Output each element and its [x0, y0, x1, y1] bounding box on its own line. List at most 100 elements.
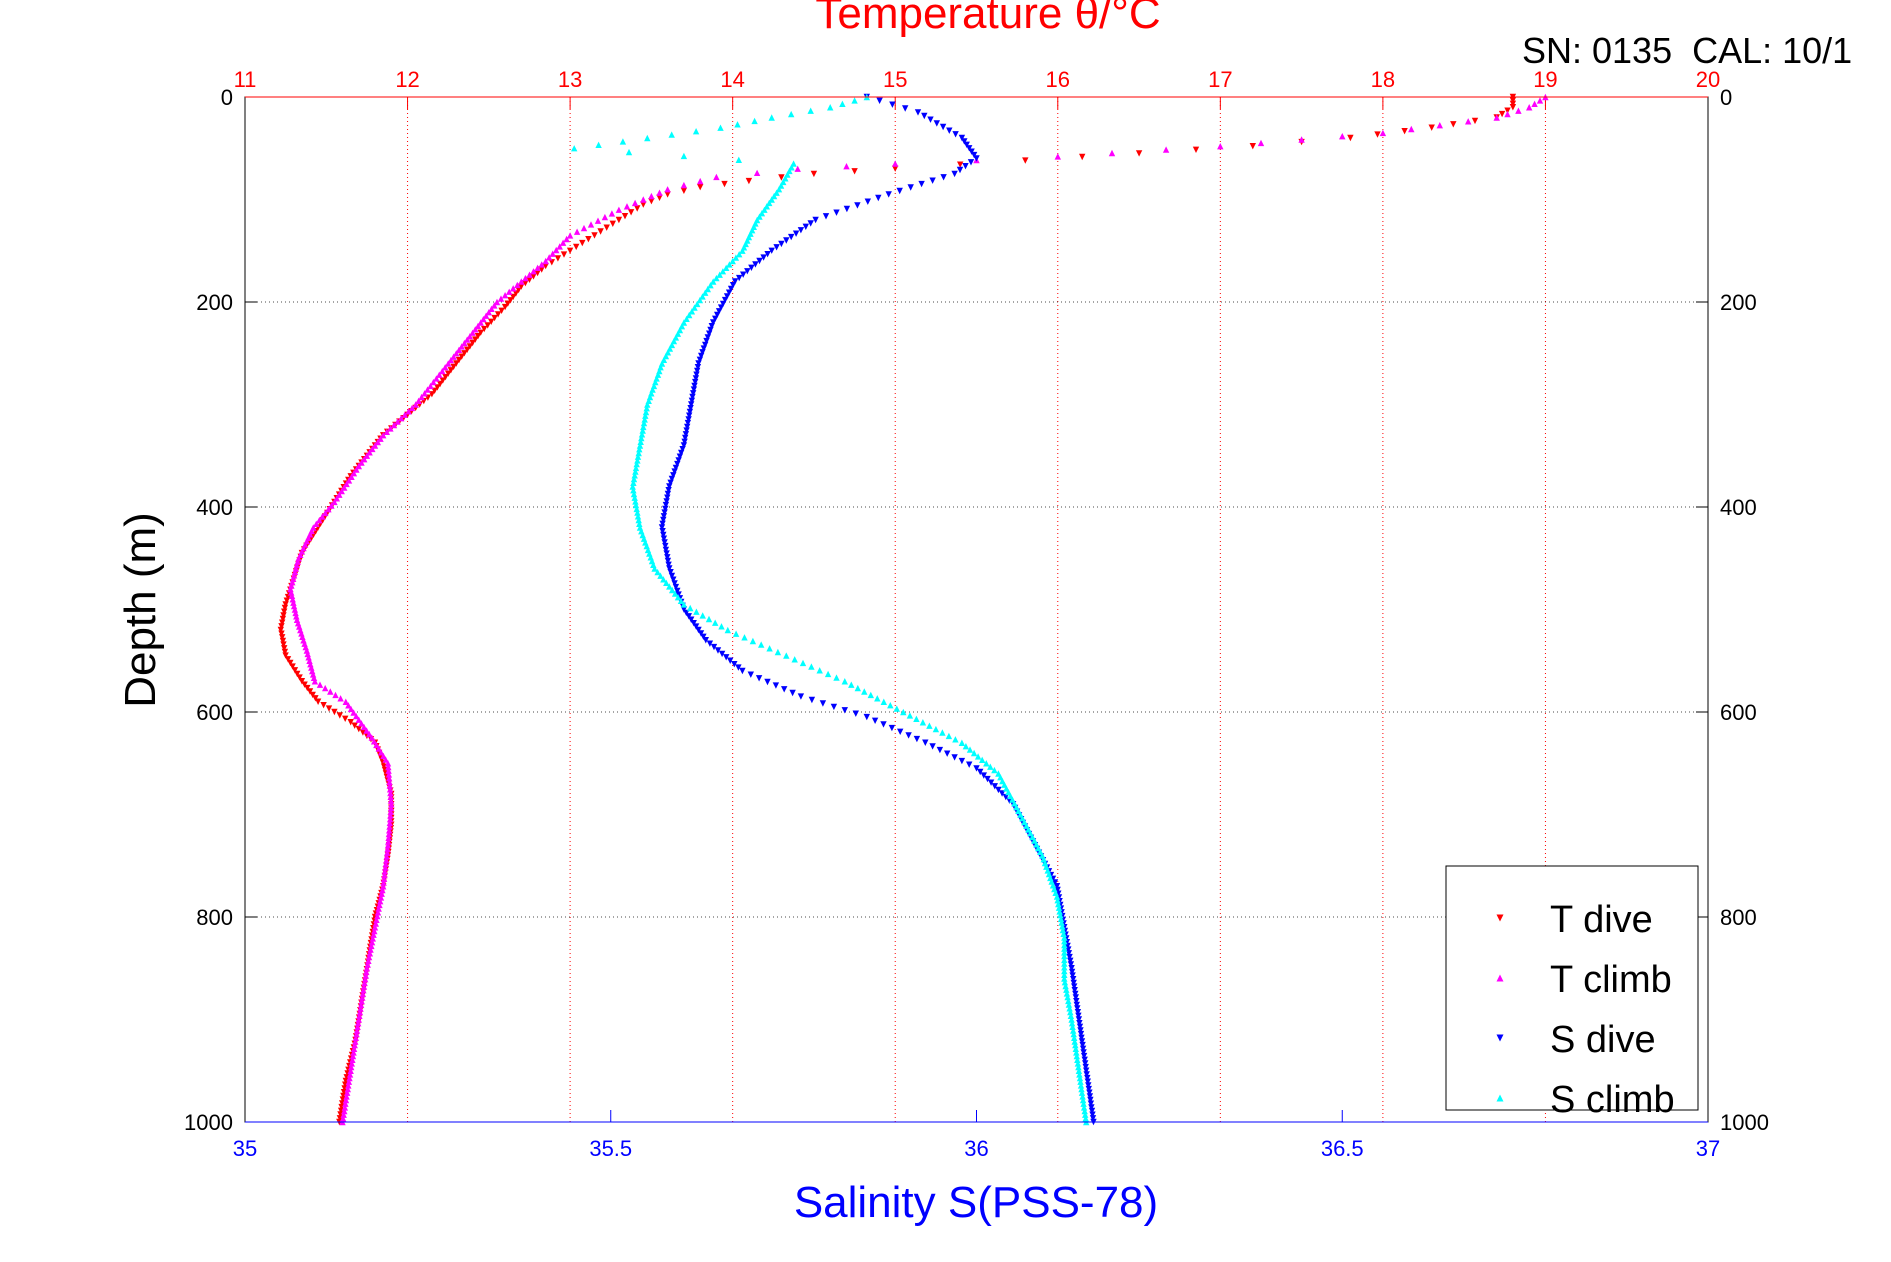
- data-point: [352, 1034, 360, 1041]
- data-point: [644, 134, 651, 142]
- data-point: [466, 343, 474, 350]
- legend-label: T dive: [1550, 899, 1653, 941]
- data-point: [692, 378, 699, 386]
- data-point: [351, 1041, 358, 1049]
- data-point: [507, 297, 514, 304]
- data-point: [656, 194, 663, 201]
- data-point: [281, 648, 289, 656]
- data-point: [1077, 1082, 1085, 1089]
- data-point: [668, 131, 675, 138]
- data-point: [974, 753, 982, 760]
- data-point: [1082, 1111, 1089, 1118]
- data-point: [635, 516, 642, 524]
- data-point: [447, 356, 455, 364]
- data-point: [659, 520, 666, 527]
- data-point: [386, 827, 393, 834]
- data-point: [692, 375, 700, 382]
- data-point: [843, 163, 850, 170]
- data-point: [312, 695, 319, 702]
- data-point: [1074, 1056, 1081, 1063]
- data-point: [510, 285, 517, 292]
- data-point: [387, 793, 394, 800]
- data-point: [833, 209, 840, 216]
- data-point: [571, 145, 578, 152]
- data-point: [518, 278, 525, 285]
- data-point: [436, 371, 443, 378]
- legend-box: [1445, 865, 1699, 1111]
- salinity-tick-label: 37: [1696, 1136, 1720, 1161]
- data-point: [1070, 1030, 1077, 1038]
- data-point: [421, 390, 428, 397]
- legend-label: S climb: [1550, 1079, 1675, 1121]
- data-point: [661, 509, 668, 516]
- data-point: [373, 741, 380, 749]
- data-point: [560, 251, 568, 258]
- data-point: [967, 159, 975, 166]
- legend-marker: [1496, 1034, 1504, 1042]
- data-point: [671, 580, 678, 587]
- data-point: [518, 283, 525, 290]
- data-point: [681, 438, 688, 445]
- data-point: [1065, 997, 1072, 1005]
- data-point: [1079, 1093, 1086, 1100]
- data-point: [362, 972, 369, 979]
- data-point: [979, 756, 986, 763]
- data-point: [987, 779, 995, 786]
- data-point: [394, 418, 401, 425]
- data-point: [345, 702, 352, 709]
- data-point: [725, 289, 733, 296]
- data-point: [1471, 117, 1479, 125]
- data-point: [526, 271, 533, 278]
- data-point: [874, 695, 881, 702]
- data-point: [383, 853, 390, 860]
- data-point: [1076, 1074, 1084, 1082]
- data-point: [387, 797, 395, 804]
- data-point: [427, 382, 434, 390]
- data-point: [1135, 150, 1143, 157]
- depth-tick-label-right: 600: [1720, 700, 1757, 725]
- data-point: [510, 293, 517, 301]
- data-point: [1082, 1060, 1089, 1067]
- data-point: [353, 466, 360, 473]
- data-point: [958, 757, 966, 765]
- data-point: [374, 438, 381, 446]
- data-point: [841, 678, 848, 685]
- data-point: [1070, 1027, 1077, 1034]
- data-point: [1061, 975, 1068, 982]
- data-point: [1509, 97, 1517, 104]
- data-point: [773, 244, 780, 251]
- data-point: [1077, 1027, 1084, 1034]
- data-point: [1084, 1074, 1091, 1082]
- data-point: [693, 608, 700, 615]
- data-point: [316, 517, 323, 524]
- data-point: [1063, 990, 1071, 997]
- data-point: [464, 346, 471, 353]
- data-point: [843, 205, 851, 213]
- grid-lines: [245, 97, 1708, 1122]
- data-point: [712, 619, 719, 626]
- data-point: [311, 678, 319, 685]
- data-point: [566, 232, 574, 239]
- data-point: [966, 145, 973, 152]
- data-point: [633, 505, 640, 513]
- data-point: [355, 1020, 362, 1027]
- data-point: [477, 319, 484, 326]
- data-point: [282, 601, 289, 608]
- data-point: [325, 705, 333, 712]
- data-point: [657, 572, 664, 579]
- data-point: [1079, 1045, 1087, 1052]
- data-point: [595, 141, 602, 148]
- data-point: [1075, 1012, 1082, 1019]
- data-point: [278, 623, 285, 630]
- data-point: [1086, 1093, 1094, 1100]
- data-point: [630, 479, 637, 486]
- data-point: [697, 184, 704, 191]
- data-point: [373, 916, 380, 923]
- data-point: [921, 112, 928, 120]
- data-point: [1249, 143, 1256, 150]
- data-point: [631, 494, 638, 501]
- data-point: [488, 318, 495, 325]
- data-point: [668, 475, 676, 483]
- data-point: [966, 746, 974, 753]
- data-point: [880, 698, 887, 705]
